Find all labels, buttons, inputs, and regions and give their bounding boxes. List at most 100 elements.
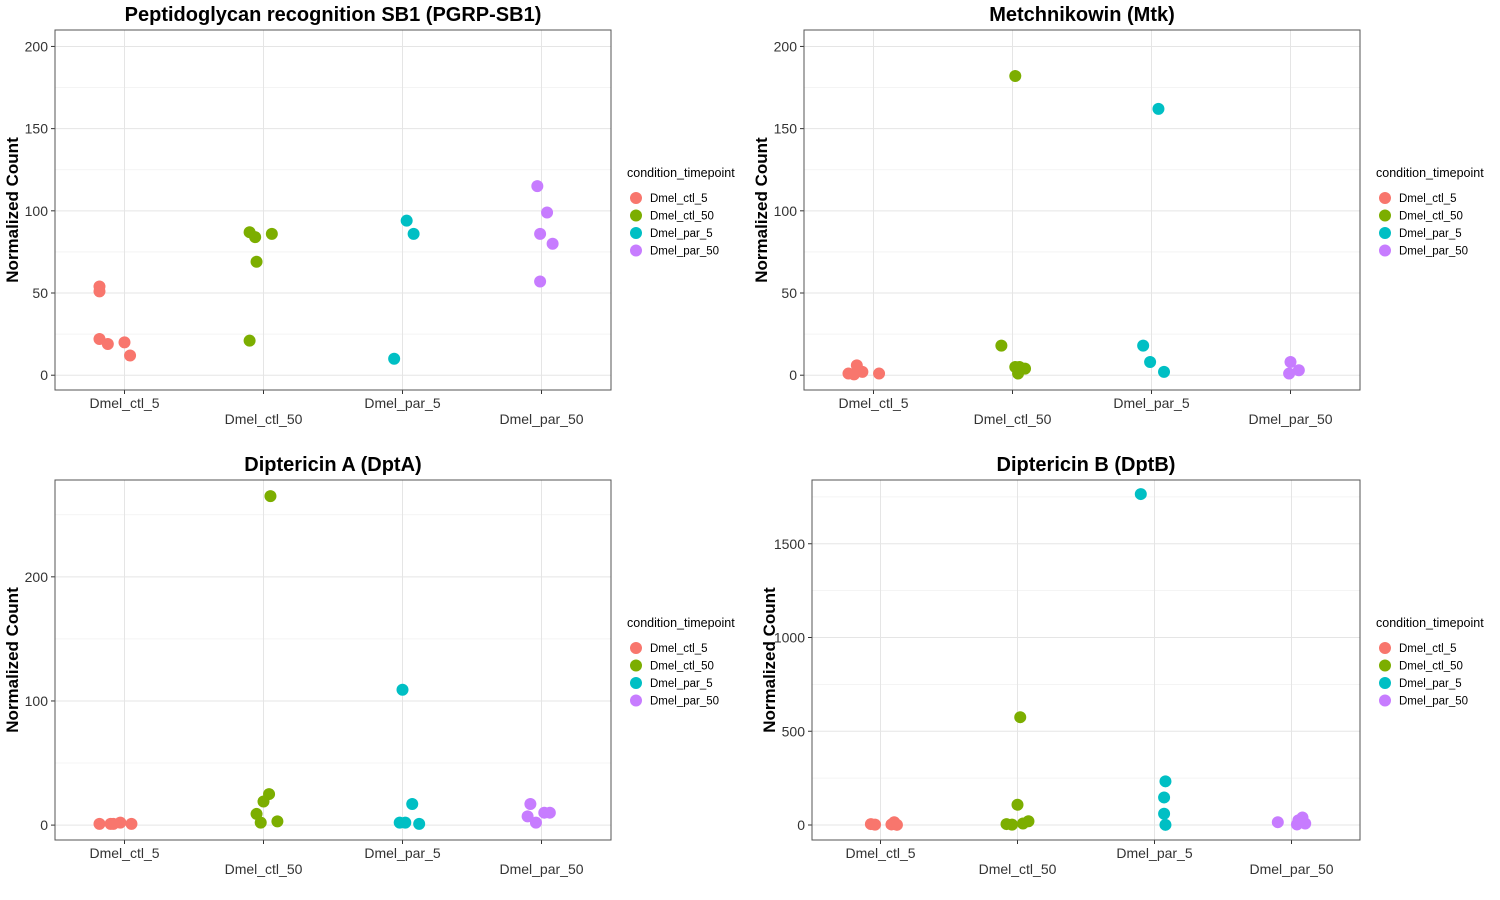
y-tick-label: 100: [774, 203, 798, 219]
plot-background: [55, 480, 611, 840]
x-tick-label: Dmel_ctl_5: [89, 845, 159, 861]
plot-border: [54, 29, 612, 391]
data-point: [1144, 356, 1157, 369]
plot-background: [804, 30, 1360, 390]
data-point: [1137, 339, 1150, 352]
data-point: [249, 231, 262, 244]
data-point: [1284, 356, 1297, 369]
legend-label: Dmel_ctl_5: [650, 643, 708, 655]
legend-label: Dmel_par_50: [650, 246, 719, 258]
y-tick-label: 100: [25, 203, 49, 219]
data-point: [873, 367, 886, 380]
data-point: [1016, 817, 1029, 830]
y-tick-label: 1500: [774, 536, 805, 552]
data-point: [1290, 818, 1303, 831]
data-point: [396, 683, 409, 696]
legend-title: condition_timepoint: [1376, 616, 1484, 630]
y-tick-label: 50: [781, 285, 797, 301]
x-tick-label: Dmel_ctl_50: [225, 861, 303, 877]
legend-label: Dmel_ctl_50: [650, 211, 714, 223]
x-tick-label: Dmel_ctl_5: [838, 395, 908, 411]
data-point: [534, 275, 547, 288]
legend-swatch: [630, 694, 642, 707]
legend-swatch: [630, 642, 642, 654]
legend-label: Dmel_ctl_5: [650, 193, 708, 205]
data-point: [1009, 70, 1022, 83]
legend-label: Dmel_par_5: [1399, 228, 1462, 240]
legend-title: condition_timepoint: [627, 166, 735, 180]
y-tick-label: 0: [40, 817, 48, 833]
data-point: [264, 490, 277, 503]
data-point: [524, 798, 537, 810]
legend-swatch: [1379, 244, 1391, 257]
x-tick-label: Dmel_par_5: [364, 845, 440, 861]
data-point: [118, 336, 131, 349]
data-point: [1014, 711, 1027, 724]
plot-background: [812, 480, 1360, 840]
legend-label: Dmel_ctl_5: [1399, 643, 1457, 655]
x-tick-label: Dmel_par_50: [1248, 411, 1332, 427]
legend-swatch: [630, 209, 642, 222]
data-point: [93, 285, 106, 298]
y-tick-label: 500: [782, 723, 806, 739]
legend-swatch: [630, 227, 642, 239]
legend-swatch: [630, 677, 642, 689]
y-axis-label: Normalized Count: [3, 587, 22, 733]
data-point: [848, 368, 861, 381]
legend-swatch: [630, 244, 642, 257]
x-tick-label: Dmel_ctl_50: [974, 411, 1052, 427]
data-point: [529, 816, 542, 829]
x-tick-label: Dmel_ctl_5: [845, 845, 915, 861]
legend-swatch: [630, 192, 642, 204]
x-tick-label: Dmel_par_5: [1116, 845, 1192, 861]
data-point: [243, 334, 256, 347]
chart-panel-2: Metchnikowin (Mtk) Normalized Count 0 50 100…: [752, 4, 1484, 427]
chart-title: Diptericin A (DptA): [244, 454, 421, 476]
y-tick-label: 150: [25, 121, 49, 137]
legend-swatch: [1379, 659, 1391, 672]
legend-swatch: [1379, 694, 1391, 707]
data-point: [1152, 102, 1165, 115]
data-point: [254, 816, 267, 829]
data-point: [124, 349, 137, 362]
data-point: [1292, 364, 1305, 377]
x-tick-label: Dmel_ctl_50: [225, 411, 303, 427]
x-tick-label: Dmel_ctl_5: [89, 395, 159, 411]
data-point: [400, 214, 413, 227]
data-point: [271, 815, 284, 828]
y-axis-label: Normalized Count: [3, 137, 22, 283]
legend-swatch: [1379, 209, 1391, 222]
chart-title: Peptidoglycan recognition SB1 (PGRP-SB1): [125, 4, 542, 26]
data-point: [546, 237, 559, 250]
data-point: [388, 352, 401, 365]
legend-label: Dmel_ctl_50: [1399, 661, 1463, 673]
data-point: [869, 818, 882, 831]
y-tick-label: 1000: [774, 630, 805, 646]
data-point: [995, 339, 1008, 352]
data-point: [1011, 798, 1024, 811]
data-point: [250, 255, 263, 268]
y-tick-label: 100: [25, 693, 49, 709]
y-tick-label: 200: [774, 38, 798, 54]
legend-label: Dmel_par_50: [650, 696, 719, 708]
y-tick-label: 150: [774, 121, 798, 137]
legend-label: Dmel_par_50: [1399, 246, 1468, 258]
data-point: [125, 817, 138, 830]
y-tick-label: 0: [40, 367, 48, 383]
x-tick-label: Dmel_par_5: [364, 395, 440, 411]
data-point: [101, 337, 114, 350]
chart-panel-1: Peptidoglycan recognition SB1 (PGRP-SB1)…: [3, 4, 735, 427]
data-point: [107, 817, 120, 830]
data-point: [1283, 367, 1296, 380]
data-point: [534, 227, 547, 240]
legend-swatch: [1379, 677, 1391, 689]
legend-label: Dmel_par_50: [1399, 696, 1468, 708]
x-tick-label: Dmel_ctl_50: [979, 861, 1057, 877]
plot-border: [811, 479, 1361, 841]
data-point: [1012, 367, 1025, 380]
y-tick-label: 200: [25, 569, 49, 585]
chart-title: Metchnikowin (Mtk): [989, 4, 1175, 26]
data-point: [1134, 488, 1147, 501]
x-tick-label: Dmel_par_5: [1113, 395, 1189, 411]
